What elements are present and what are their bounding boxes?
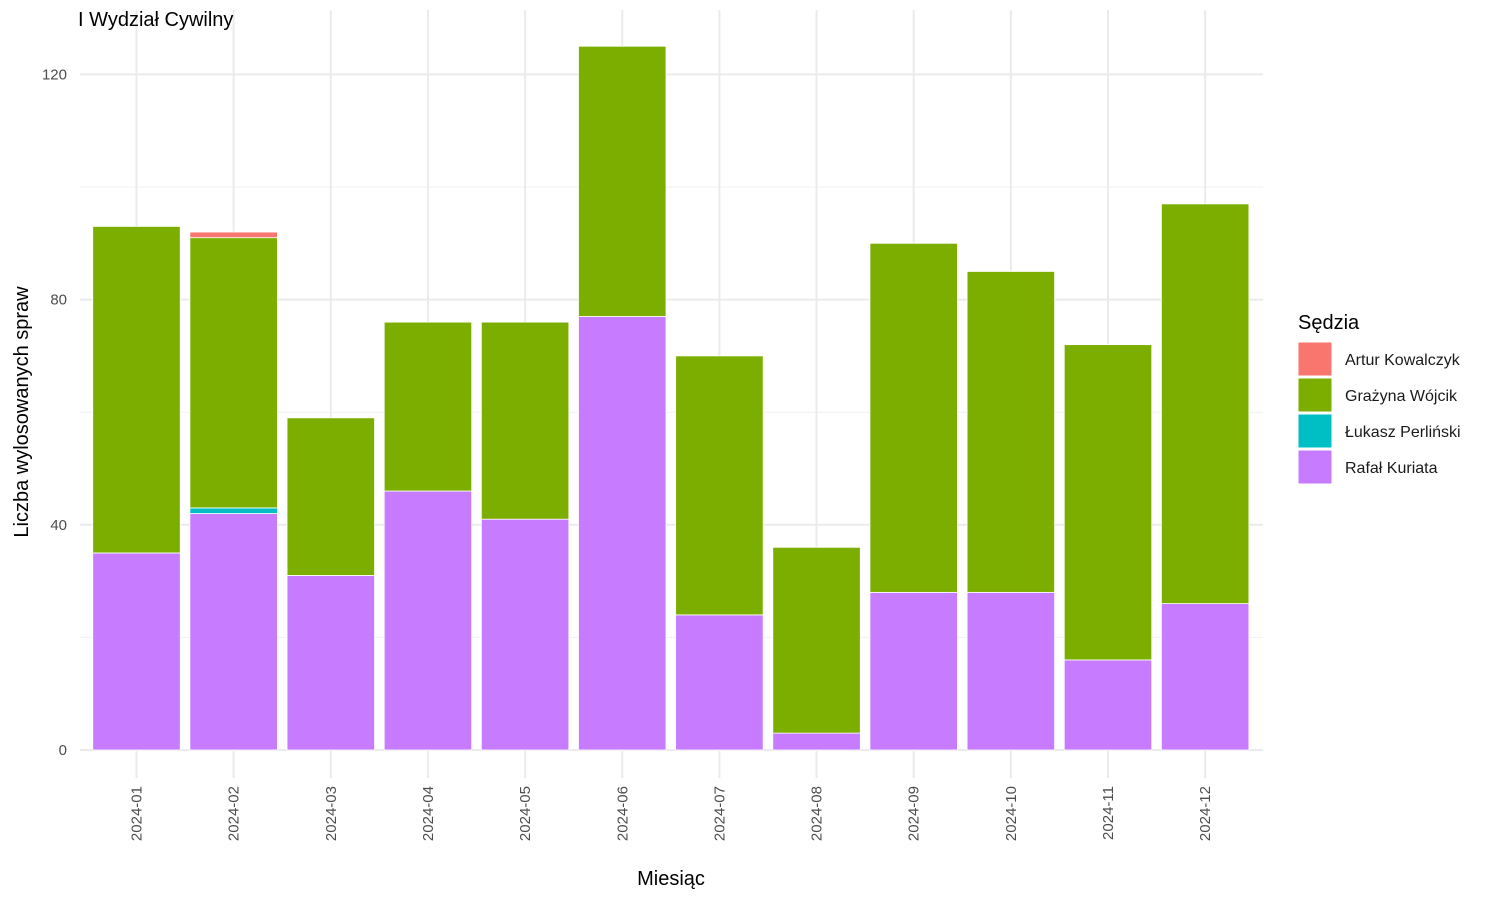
bars bbox=[92, 45, 1250, 751]
bar-segment bbox=[189, 237, 278, 509]
bar-segment bbox=[383, 490, 473, 751]
bar-segment bbox=[675, 355, 764, 616]
bar-segment bbox=[869, 242, 958, 593]
x-tick-label: 2024-09 bbox=[906, 786, 923, 841]
legend-title: Sędzia bbox=[1298, 312, 1360, 334]
bar-segment bbox=[772, 546, 861, 734]
bar-segment bbox=[578, 45, 667, 317]
y-tick-label: 0 bbox=[59, 742, 67, 759]
x-tick-label: 2024-03 bbox=[323, 786, 340, 841]
bar-segment bbox=[383, 321, 473, 492]
y-tick-label: 120 bbox=[42, 66, 67, 83]
bar-segment bbox=[189, 231, 278, 239]
x-tick-label: 2024-07 bbox=[711, 786, 728, 841]
x-tick-label: 2024-12 bbox=[1197, 786, 1214, 841]
bar-segment bbox=[966, 591, 1055, 751]
x-tick-label: 2024-04 bbox=[420, 786, 437, 841]
bar-segment bbox=[92, 552, 181, 751]
legend-swatch bbox=[1297, 449, 1333, 485]
bar-segment bbox=[480, 321, 570, 520]
legend-swatch bbox=[1297, 341, 1333, 377]
legend-label: Rafał Kuriata bbox=[1345, 460, 1438, 477]
y-tick-label: 80 bbox=[50, 292, 67, 309]
legend-swatch bbox=[1297, 377, 1333, 413]
x-tick-label: 2024-02 bbox=[226, 786, 243, 841]
y-axis-ticks: 0 40 80 120 bbox=[42, 66, 67, 759]
x-tick-label: 2024-01 bbox=[129, 786, 146, 841]
legend-label: Artur Kowalczyk bbox=[1345, 352, 1461, 369]
x-tick-label: 2024-06 bbox=[614, 786, 631, 841]
legend-label: Łukasz Perliński bbox=[1345, 424, 1461, 441]
y-tick-label: 40 bbox=[50, 517, 67, 534]
bar-segment bbox=[772, 732, 861, 751]
x-axis-title: Miesiąc bbox=[637, 868, 705, 890]
legend-swatch bbox=[1297, 413, 1333, 449]
legend-items: Artur Kowalczyk Grażyna Wójcik Łukasz Perl… bbox=[1297, 341, 1461, 485]
legend: Sędzia Artur Kowalczyk Grażyna Wójcik Łuka… bbox=[1297, 312, 1461, 485]
bar-segment bbox=[189, 507, 278, 514]
bar-segment bbox=[869, 591, 958, 751]
x-tick-label: 2024-05 bbox=[517, 786, 534, 841]
bar-segment bbox=[286, 575, 375, 751]
bar-segment bbox=[92, 226, 181, 554]
x-tick-label: 2024-08 bbox=[809, 786, 826, 841]
legend-label: Grażyna Wójcik bbox=[1345, 388, 1458, 405]
bar-segment bbox=[480, 518, 570, 751]
x-tick-label: 2024-10 bbox=[1003, 786, 1020, 841]
bar-segment bbox=[675, 614, 764, 751]
bar-segment bbox=[286, 417, 375, 576]
bar-segment bbox=[966, 271, 1055, 593]
bar-segment bbox=[1161, 603, 1250, 751]
chart-title: I Wydział Cywilny bbox=[78, 9, 233, 31]
bar-segment bbox=[578, 316, 667, 751]
x-tick-label: 2024-11 bbox=[1100, 786, 1117, 840]
bar-segment bbox=[1161, 203, 1250, 605]
y-axis-title: Liczba wylosowanych spraw bbox=[11, 286, 33, 538]
bar-segment bbox=[1063, 659, 1153, 751]
bar-segment bbox=[189, 513, 278, 751]
x-axis-ticks: 2024-01 2024-02 2024-03 2024-04 2024-05 2024-… bbox=[129, 786, 1215, 841]
bar-segment bbox=[1063, 344, 1153, 661]
